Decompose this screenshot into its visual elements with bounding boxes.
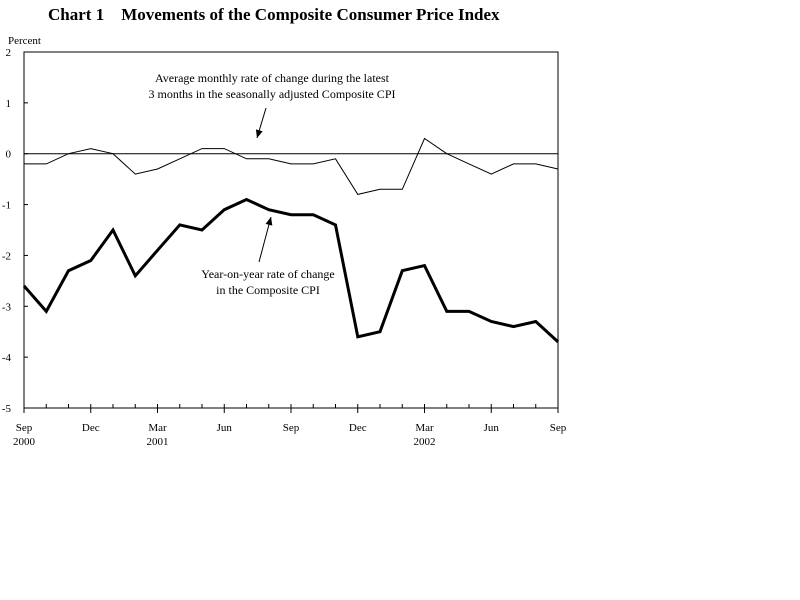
- arrow-monthly-change: [255, 107, 267, 139]
- annotation-monthly-change-text: 3 months in the seasonally adjusted Comp…: [149, 87, 396, 101]
- y-tick-label: 2: [6, 47, 12, 59]
- chart-title: Chart 1 Movements of the Composite Consu…: [48, 5, 500, 24]
- x-tick-year-label: 2000: [13, 436, 36, 448]
- plot-frame: [23, 51, 559, 409]
- annotations: Average monthly rate of change during th…: [149, 71, 396, 297]
- x-tick-label: Dec: [349, 422, 367, 434]
- y-axis-label: Percent: [8, 35, 41, 47]
- x-tick-label: Mar: [148, 422, 167, 434]
- x-axis: Sep 2000 Dec Mar 2001 Jun Sep Dec Mar 2002 Jun Sep: [13, 404, 567, 448]
- x-tick-label: Jun: [484, 422, 500, 434]
- series-line-year-on-year: [22, 197, 560, 344]
- annotation-year-on-year-text: Year-on-year rate of change: [201, 267, 334, 281]
- y-tick-label: -4: [2, 352, 12, 364]
- x-tick-label: Sep: [550, 422, 567, 434]
- annotation-year-on-year-text: in the Composite CPI: [216, 283, 320, 297]
- y-tick-label: 1: [6, 98, 12, 110]
- y-tick-label: -5: [2, 403, 12, 415]
- y-tick-label: -1: [2, 200, 11, 212]
- arrow-year-on-year: [258, 216, 273, 263]
- x-tick-label: Sep: [283, 422, 300, 434]
- annotation-monthly-change-text: Average monthly rate of change during th…: [155, 71, 390, 85]
- x-tick-label: Mar: [415, 422, 434, 434]
- x-tick-year-label: 2001: [147, 436, 169, 448]
- y-axis: 2 1 0 -1 -2 -3 -4 -5: [2, 47, 28, 415]
- x-tick-label: Dec: [82, 422, 100, 434]
- x-tick-label: Sep: [16, 422, 33, 434]
- series-group: [22, 137, 560, 344]
- series-line-monthly-change: [24, 137, 559, 195]
- y-tick-label: -3: [2, 301, 12, 313]
- y-tick-label: -2: [2, 250, 11, 262]
- x-tick-label: Jun: [217, 422, 233, 434]
- x-tick-year-label: 2002: [414, 436, 436, 448]
- y-tick-label: 0: [6, 149, 12, 161]
